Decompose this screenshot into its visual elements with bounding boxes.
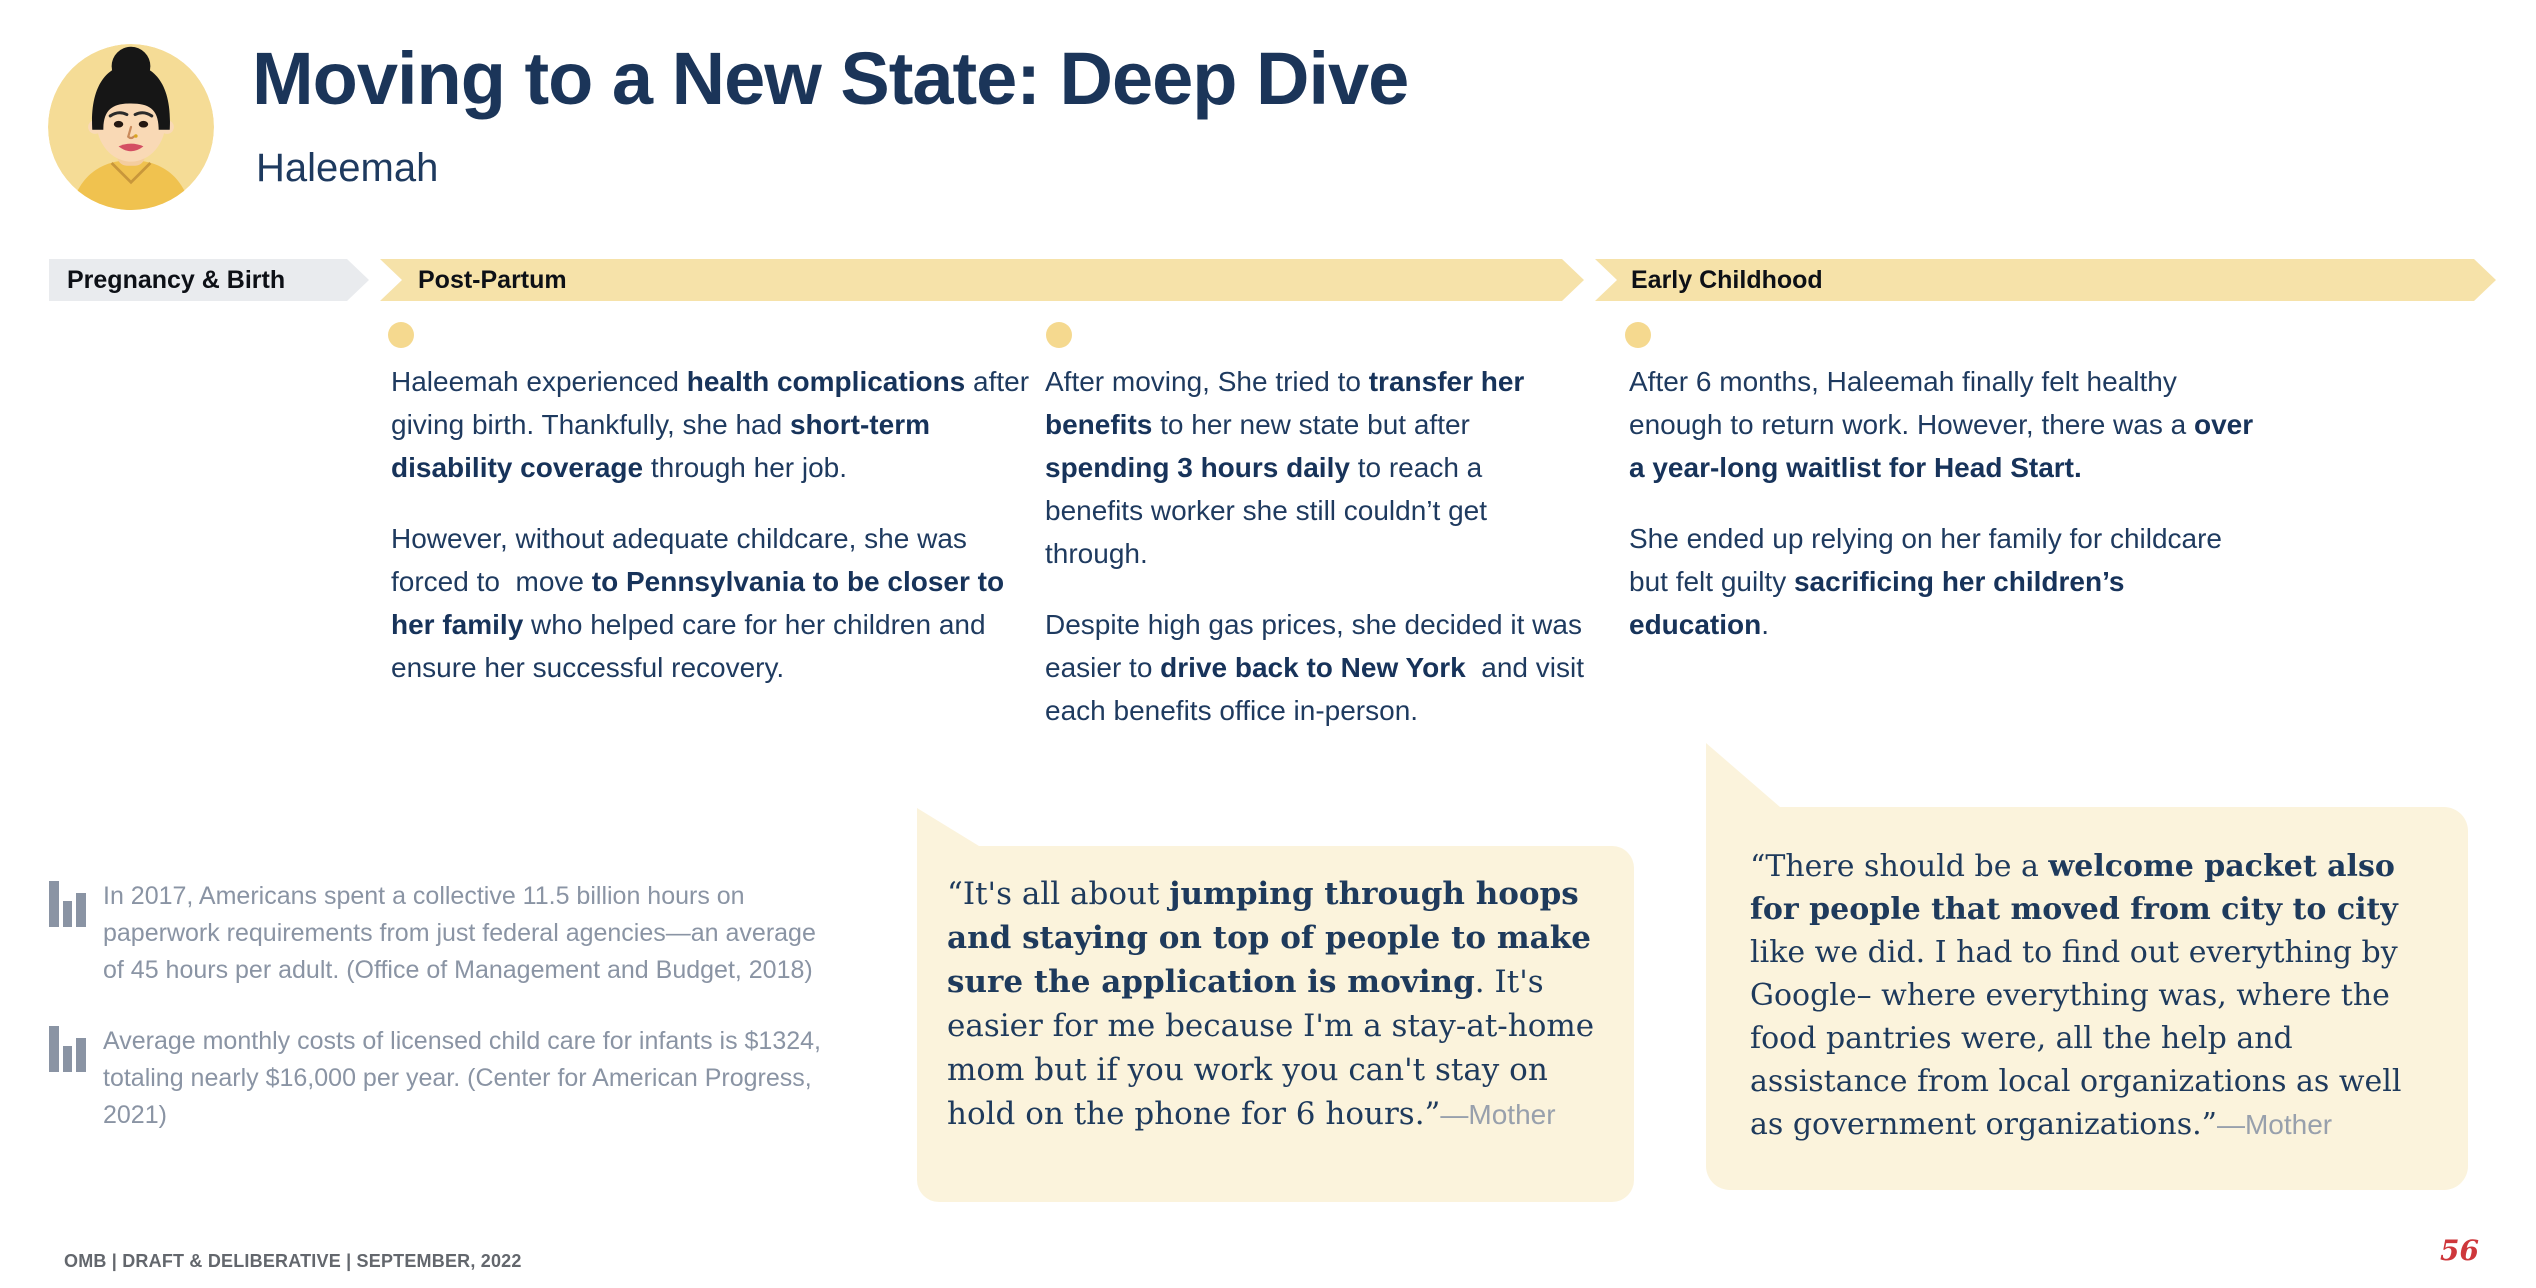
bar-chart-icon xyxy=(49,1026,87,1077)
story-paragraph: After moving, She tried to transfer her … xyxy=(1045,366,1533,569)
speech-bubble-tail xyxy=(917,808,979,846)
story-paragraph: However, without adequate childcare, she… xyxy=(391,523,1012,683)
quote-text: “There should be a welcome packet also f… xyxy=(1750,849,2412,1142)
quote-attribution: —Mother xyxy=(2216,1109,2333,1140)
quote-card-2: “There should be a welcome packet also f… xyxy=(1706,743,2468,1190)
stat-item-1: In 2017, Americans spent a collective 11… xyxy=(49,878,839,989)
page-title: Moving to a New State: Deep Dive xyxy=(252,37,1409,120)
timeline-dot-1 xyxy=(388,322,414,348)
story-paragraph: Haleemah experienced health complication… xyxy=(391,366,1037,483)
speech-bubble-tail xyxy=(1706,743,1780,807)
story-column-3: After 6 months, Haleemah finally felt he… xyxy=(1629,360,2254,674)
story-paragraph: Despite high gas prices, she decided it … xyxy=(1045,609,1592,726)
page-subtitle: Haleemah xyxy=(256,146,439,190)
story-column-1: Haleemah experienced health complication… xyxy=(391,360,1036,717)
footer-classification: OMB | DRAFT & DELIBERATIVE | SEPTEMBER, … xyxy=(64,1251,522,1271)
phase-label: Early Childhood xyxy=(1631,265,1823,294)
stat-item-2: Average monthly costs of licensed child … xyxy=(49,1023,839,1134)
timeline-dot-2 xyxy=(1046,322,1072,348)
phase-label: Pregnancy & Birth xyxy=(67,265,286,294)
timeline-phase-pregnancy-birth: Pregnancy & Birth xyxy=(49,259,369,301)
woman-avatar-illustration xyxy=(48,44,214,210)
stat-text: Average monthly costs of licensed child … xyxy=(103,1027,821,1129)
quote-card-1: “It's all about jumping through hoops an… xyxy=(917,808,1634,1202)
avatar xyxy=(48,44,214,210)
quote-text: “It's all about jumping through hoops an… xyxy=(947,876,1605,1132)
story-paragraph: After 6 months, Haleemah finally felt he… xyxy=(1629,366,2261,483)
timeline-dot-3 xyxy=(1625,322,1651,348)
phase-label: Post-Partum xyxy=(418,265,567,294)
timeline-phase-post-partum: Post-Partum xyxy=(380,259,1584,301)
stat-text: In 2017, Americans spent a collective 11… xyxy=(103,882,816,984)
quote-attribution: —Mother xyxy=(1440,1099,1556,1130)
stats-section: In 2017, Americans spent a collective 11… xyxy=(49,878,839,1134)
page-number: 56 xyxy=(2440,1234,2479,1267)
story-column-2: After moving, She tried to transfer her … xyxy=(1045,360,1585,760)
timeline-phase-early-childhood: Early Childhood xyxy=(1595,259,2496,301)
bar-chart-icon xyxy=(49,881,87,932)
story-paragraph: She ended up relying on her family for c… xyxy=(1629,523,2230,640)
